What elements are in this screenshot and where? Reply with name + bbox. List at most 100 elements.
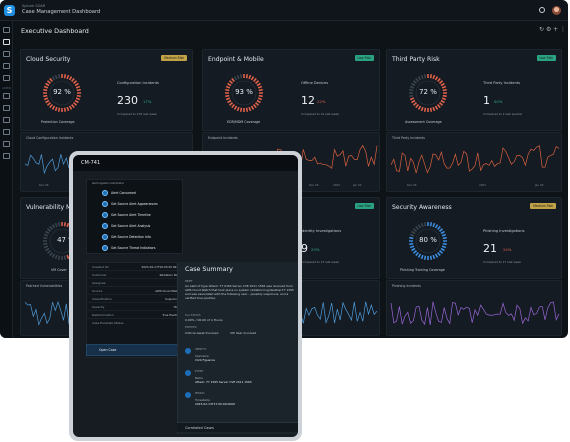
open-case-button[interactable]: Open Case: [86, 344, 183, 356]
cube-icon[interactable]: [3, 129, 10, 135]
search-icon[interactable]: [539, 7, 545, 13]
gauge-tick: [43, 233, 49, 237]
x-tick: 2023: [479, 183, 486, 187]
gauge-tick: [253, 77, 257, 83]
x-tick: Jan 02: [353, 183, 362, 187]
gauge-tick: [442, 242, 447, 246]
gauge-tick: [254, 102, 260, 106]
x-tick: Dec 26: [309, 183, 319, 187]
gauge-tick: [409, 236, 414, 240]
gauge-tick: [239, 74, 243, 79]
gauge-tick: [231, 103, 235, 109]
gauge-tick: [43, 94, 48, 98]
compare-text: Compared to 13 last week: [301, 260, 340, 264]
gauge-tick: [71, 103, 75, 109]
user-icon[interactable]: [3, 153, 10, 159]
meta-value[interactable]: High: [174, 305, 180, 309]
gauge-tick: [409, 88, 414, 92]
coverage-gauge: [43, 74, 81, 112]
layers-icon[interactable]: [3, 141, 10, 147]
gauge-tick: [409, 85, 415, 89]
gauge-tick: [250, 105, 255, 110]
gauge-tick: [256, 82, 261, 87]
case-summary-panel: Case Summary BRIEF An Alert of type Atta…: [177, 262, 298, 434]
docs-icon[interactable]: [3, 75, 10, 81]
delta-indicator: 50%: [494, 99, 503, 104]
compare-text: Compared to 10 last week: [301, 112, 340, 116]
meta-key: Case Escalate Status: [92, 321, 124, 325]
related-value: Attack: T7 1565 Server CVE 2011 1565: [195, 380, 252, 384]
meta-value[interactable]: True Positive: [162, 313, 180, 317]
meta-row: Customer Radiation Ring: [87, 271, 184, 279]
sla-status: 0.00% / 00:00 of 4 Hours: [185, 318, 223, 322]
gauge-tick: [258, 88, 263, 92]
gauge-tick: [440, 82, 445, 87]
gauge-tick: [412, 250, 418, 254]
dashboard-title: Executive Dashboard: [21, 27, 89, 35]
related-type: EVENT: [195, 370, 204, 373]
trend-line: [390, 145, 560, 174]
incident-value: 1: [483, 94, 490, 107]
app-logo[interactable]: S: [4, 5, 15, 16]
gauge-tick: [437, 225, 441, 231]
gauge-tick: [423, 222, 427, 227]
gauge-value: 72 %: [419, 88, 437, 96]
meta-value[interactable]: Suspicious: [165, 297, 180, 301]
card-endpoint-mobile: Endpoint & Mobile Low Risk 93 % EDR/MDM …: [202, 49, 380, 131]
gauge-tick: [71, 77, 75, 83]
gauge-tick: [442, 88, 447, 92]
gauge-tick: [233, 105, 238, 110]
meta-row: Case Escalate Status: [87, 319, 184, 327]
gauge-tick: [253, 103, 257, 109]
line-card-third-party: Third Party Incidents Dec 26 2023 Jan 09: [386, 132, 562, 192]
gauge-tick: [429, 107, 433, 112]
case-id: CM-741: [81, 160, 101, 166]
gauge-tick: [409, 97, 415, 101]
gauge-tick: [420, 222, 424, 228]
cases-icon[interactable]: [3, 51, 10, 57]
gauge-tick: [412, 228, 418, 232]
home-icon[interactable]: [3, 27, 10, 33]
gauge-tick: [46, 102, 52, 106]
delta-indicator: 17%: [143, 99, 152, 104]
gear-icon[interactable]: ⚙: [546, 26, 552, 33]
gauge-tick: [432, 222, 436, 228]
gauge-tick: [437, 77, 441, 83]
workflow-panel: Alert Ingestion Automation Alert Consume…: [86, 179, 183, 254]
card-title: Vulnerability Ma: [26, 204, 76, 211]
meta-key: Classification: [92, 297, 112, 301]
gauge-tick: [441, 97, 447, 101]
gauge-value: 47 %: [57, 236, 75, 244]
brief-label: BRIEF: [185, 280, 193, 283]
gauge-inner-ring: [415, 228, 441, 254]
x-tick: 2023: [333, 183, 340, 187]
refresh-icon[interactable]: [3, 105, 10, 111]
gauge-tick: [441, 245, 447, 249]
gauge-tick: [68, 105, 73, 110]
shield-icon[interactable]: [3, 39, 10, 45]
gauge-tick: [225, 85, 231, 89]
top-bar: S Splunk SOAR Case Management Dashboard: [0, 0, 568, 21]
line-chart: [390, 145, 560, 174]
card-title: Third Party Risk: [392, 56, 440, 63]
gauge-tick: [415, 77, 419, 83]
line-chart-title: Patched Vulnerabilities: [26, 284, 63, 288]
meta-key: Customer: [92, 273, 107, 277]
incident-label: Offline Devices: [301, 81, 329, 85]
meta-value: Radiation Ring: [159, 273, 180, 277]
avatar[interactable]: [552, 6, 561, 15]
grid-icon[interactable]: [3, 93, 10, 99]
settings-icon[interactable]: [3, 117, 10, 123]
step-label: Get Source Alert Appearances: [111, 202, 158, 206]
refresh-icon[interactable]: ↻: [539, 26, 545, 33]
more-icon[interactable]: ⋮: [560, 26, 566, 33]
x-tick: Dec 26: [39, 183, 49, 187]
gauge-tick: [228, 102, 234, 106]
list-icon[interactable]: [3, 63, 10, 69]
card-title: Cloud Security: [26, 56, 71, 63]
card-third-party-risk: Third Party Risk Low Risk 72 % Assessmen…: [386, 49, 562, 131]
gauge-value: 93 %: [235, 88, 253, 96]
gauge-tick: [43, 88, 48, 92]
add-icon[interactable]: +: [553, 26, 559, 33]
correlated-cases-toggle[interactable]: Correlated Cases: [177, 422, 298, 432]
